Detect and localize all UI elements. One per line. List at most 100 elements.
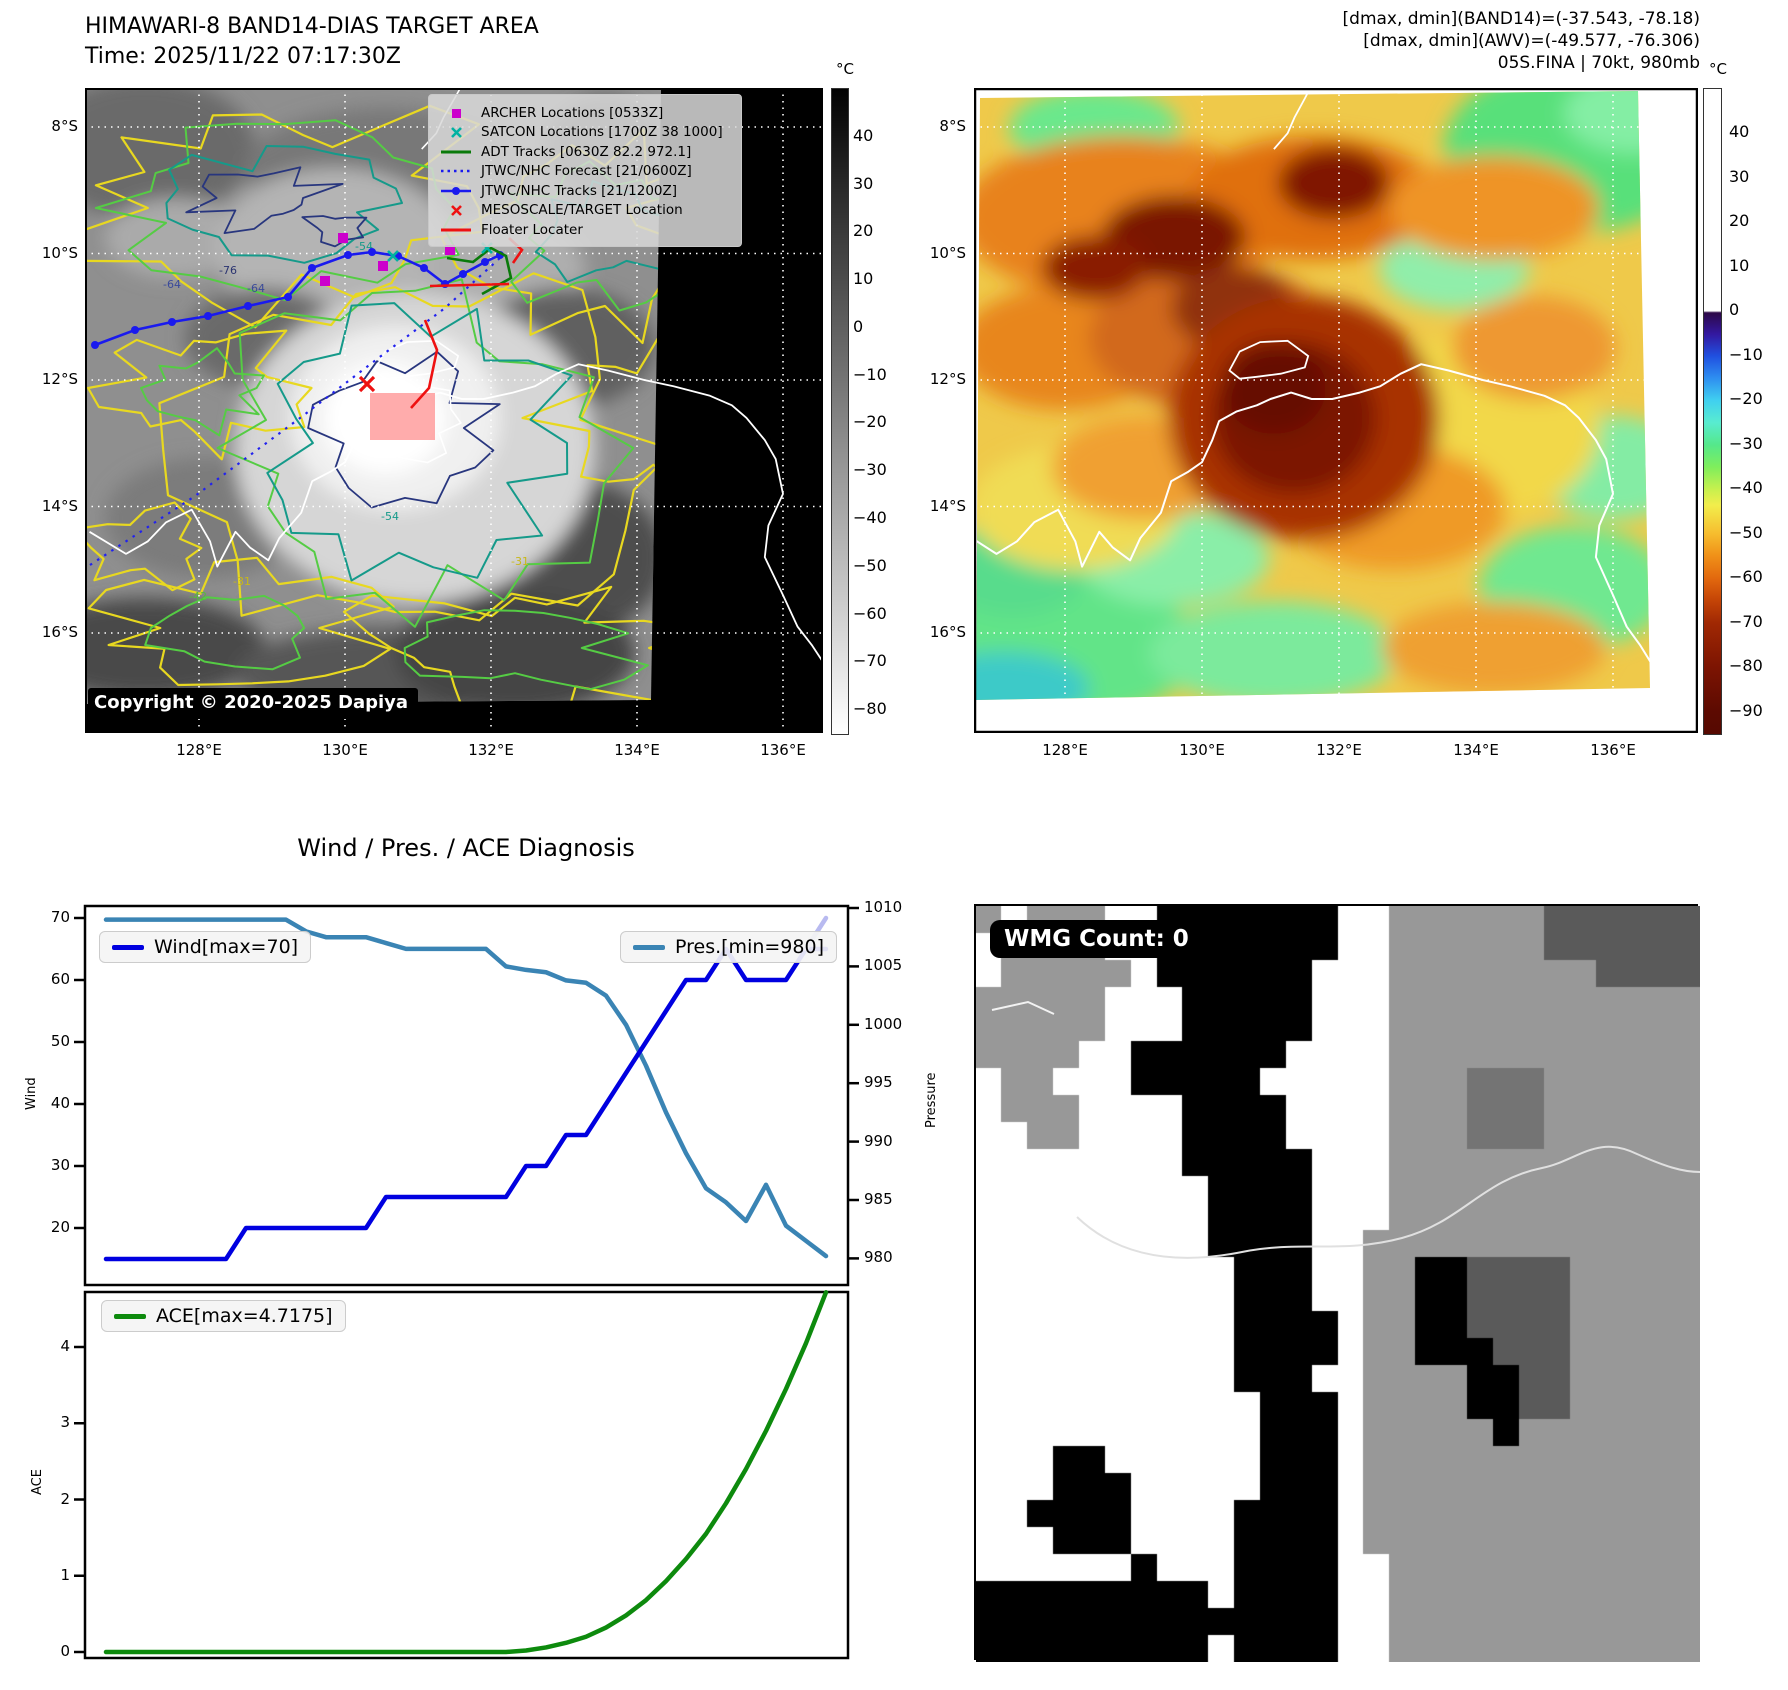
legend-item: ARCHER Locations [0533Z] [439, 103, 731, 123]
dmax-dmin-awv: [dmax, dmin](AWV)=(-49.577, -76.306) [1363, 31, 1700, 51]
map2-x-tick: 136°E [1590, 741, 1636, 759]
band14-colorbar-tick: −30 [853, 460, 887, 480]
awv-colorbar-unit: °C [1709, 60, 1727, 78]
pressure-axis-label: Pressure [924, 1072, 939, 1128]
x-marker-icon [451, 205, 462, 217]
band14-colorbar [831, 88, 849, 735]
awv-colorbar-tick: −80 [1729, 656, 1763, 676]
map1-y-tick: 10°S [41, 243, 78, 262]
legend-item: SATCON Locations [1700Z 38 1000] [439, 123, 731, 143]
legend-item: MESOSCALE/TARGET Location [439, 201, 731, 221]
ace-y-tick: 4 [60, 1337, 70, 1355]
pressure-y-tick: 985 [864, 1190, 893, 1208]
pressure-y-tick: 1010 [864, 898, 903, 916]
map2-y-tick: 16°S [929, 623, 966, 641]
awv-colorbar-tick: −20 [1729, 389, 1763, 409]
map2-y-tick: 12°S [929, 370, 966, 388]
band14-colorbar-tick: 30 [853, 173, 874, 193]
copyright-badge: Copyright © 2020-2025 Dapiya [88, 688, 419, 719]
storm-id-intensity: 05S.FINA | 70kt, 980mb [1497, 53, 1700, 73]
wind-y-tick: 40 [50, 1094, 70, 1112]
awv-colorbar-tick: −40 [1729, 478, 1763, 498]
square-marker-icon [452, 108, 461, 118]
legend-item: JTWC/NHC Tracks [21/1200Z] [439, 181, 731, 201]
map1-y-tick: 14°S [41, 496, 78, 515]
diagnosis-title: Wind / Pres. / ACE Diagnosis [297, 834, 635, 862]
pressure-legend-label: Pres.[min=980] [675, 936, 824, 958]
awv-colorbar-tick: 20 [1729, 211, 1750, 231]
band14-colorbar-tick: −50 [853, 555, 887, 575]
wind-legend: Wind[max=70] [99, 931, 312, 963]
map1-x-tick: 136°E [760, 741, 806, 759]
awv-colorbar-tick: −60 [1729, 567, 1763, 587]
ace-axis-label: ACE [30, 1469, 45, 1495]
wind-y-tick: 20 [50, 1218, 70, 1236]
awv-map-canvas [961, 82, 1699, 734]
ace-y-tick: 1 [60, 1565, 70, 1584]
awv-colorbar-tick: −10 [1729, 344, 1763, 364]
map2-x-tick: 130°E [1179, 741, 1225, 759]
legend-item: ADT Tracks [0630Z 82.2 972.1] [439, 142, 731, 162]
ace-legend-swatch [114, 1313, 146, 1319]
legend-item-label: MESOSCALE/TARGET Location [481, 202, 683, 219]
map2-y-tick: 14°S [929, 496, 966, 515]
legend-item: Floater Locater [439, 220, 731, 240]
map1-x-tick: 134°E [614, 741, 660, 759]
ace-legend-label: ACE[max=4.7175] [156, 1305, 333, 1327]
band14-colorbar-tick: −40 [853, 508, 887, 527]
awv-colorbar-tick: 30 [1729, 166, 1750, 186]
contour-label: -31 [233, 575, 251, 588]
map1-x-tick: 128°E [176, 741, 222, 759]
band14-colorbar-tick: −20 [853, 412, 887, 432]
contour-label: -64 [163, 278, 181, 291]
ace-y-tick: 0 [60, 1642, 70, 1660]
map1-title: HIMAWARI-8 BAND14-DIAS TARGET AREA [85, 14, 539, 39]
dotted-marker-icon [441, 169, 471, 173]
wmg-coastline-overlay [991, 1000, 1700, 1259]
pressure-y-tick: 990 [864, 1131, 893, 1150]
band14-colorbar-tick: −70 [853, 651, 887, 671]
legend-item-label: Floater Locater [481, 221, 583, 238]
legend-item-label: JTWC/NHC Tracks [21/1200Z] [481, 182, 678, 199]
band14-colorbar-tick: −10 [853, 364, 887, 384]
pressure-legend: Pres.[min=980] [620, 931, 837, 963]
wind-y-tick: 30 [50, 1156, 70, 1174]
map2-x-tick: 132°E [1316, 741, 1362, 759]
awv-colorbar-tick: 0 [1729, 300, 1740, 320]
band14-colorbar-tick: −80 [853, 699, 887, 719]
map1-legend: ARCHER Locations [0533Z] SATCON Locations… [428, 94, 742, 247]
wind-y-tick: 70 [50, 908, 70, 926]
wind-legend-swatch [112, 944, 144, 950]
legend-item-label: JTWC/NHC Forecast [21/0600Z] [481, 163, 692, 180]
awv-colorbar-tick: 10 [1729, 255, 1750, 275]
dmax-dmin-band14: [dmax, dmin](BAND14)=(-37.543, -78.18) [1342, 9, 1700, 29]
ace-legend: ACE[max=4.7175] [101, 1300, 346, 1332]
contour-label: -42 [189, 590, 207, 603]
ace-y-tick: 2 [60, 1489, 70, 1508]
contour-label: -64 [247, 282, 265, 295]
awv-colorbar-tick: −30 [1729, 433, 1763, 453]
band14-colorbar-tick: 40 [853, 125, 874, 145]
band14-colorbar-tick: 20 [853, 221, 874, 241]
wmg-count-badge: WMG Count: 0 [990, 920, 1203, 958]
awv-colorbar-tick: −70 [1729, 611, 1763, 631]
legend-item: JTWC/NHC Forecast [21/0600Z] [439, 162, 731, 182]
map1-x-tick: 132°E [468, 741, 514, 759]
contour-label: -54 [381, 510, 399, 523]
band14-colorbar-tick: 10 [853, 269, 874, 289]
x-marker-icon [451, 127, 462, 139]
pressure-y-tick: 995 [864, 1073, 893, 1092]
wind-y-tick: 60 [50, 970, 70, 988]
map1-time: Time: 2025/11/22 07:17:30Z [85, 44, 401, 69]
contour-label: -54 [355, 240, 373, 253]
wmg-mask-panel: WMG Count: 0 [974, 904, 1700, 1662]
band14-satellite-map: -64 -64 -76 -54 -54 -31 -42 -31 ARCHER Location… [85, 82, 828, 733]
map2-y-tick: 8°S [939, 117, 966, 135]
contour-label: -31 [511, 555, 529, 568]
map1-y-tick: 12°S [41, 370, 78, 388]
map1-y-tick: 8°S [51, 117, 78, 135]
band14-colorbar-unit: °C [836, 60, 854, 78]
wind-y-tick: 50 [50, 1032, 70, 1050]
map1-title-block: HIMAWARI-8 BAND14-DIAS TARGET AREA Time:… [85, 12, 539, 72]
